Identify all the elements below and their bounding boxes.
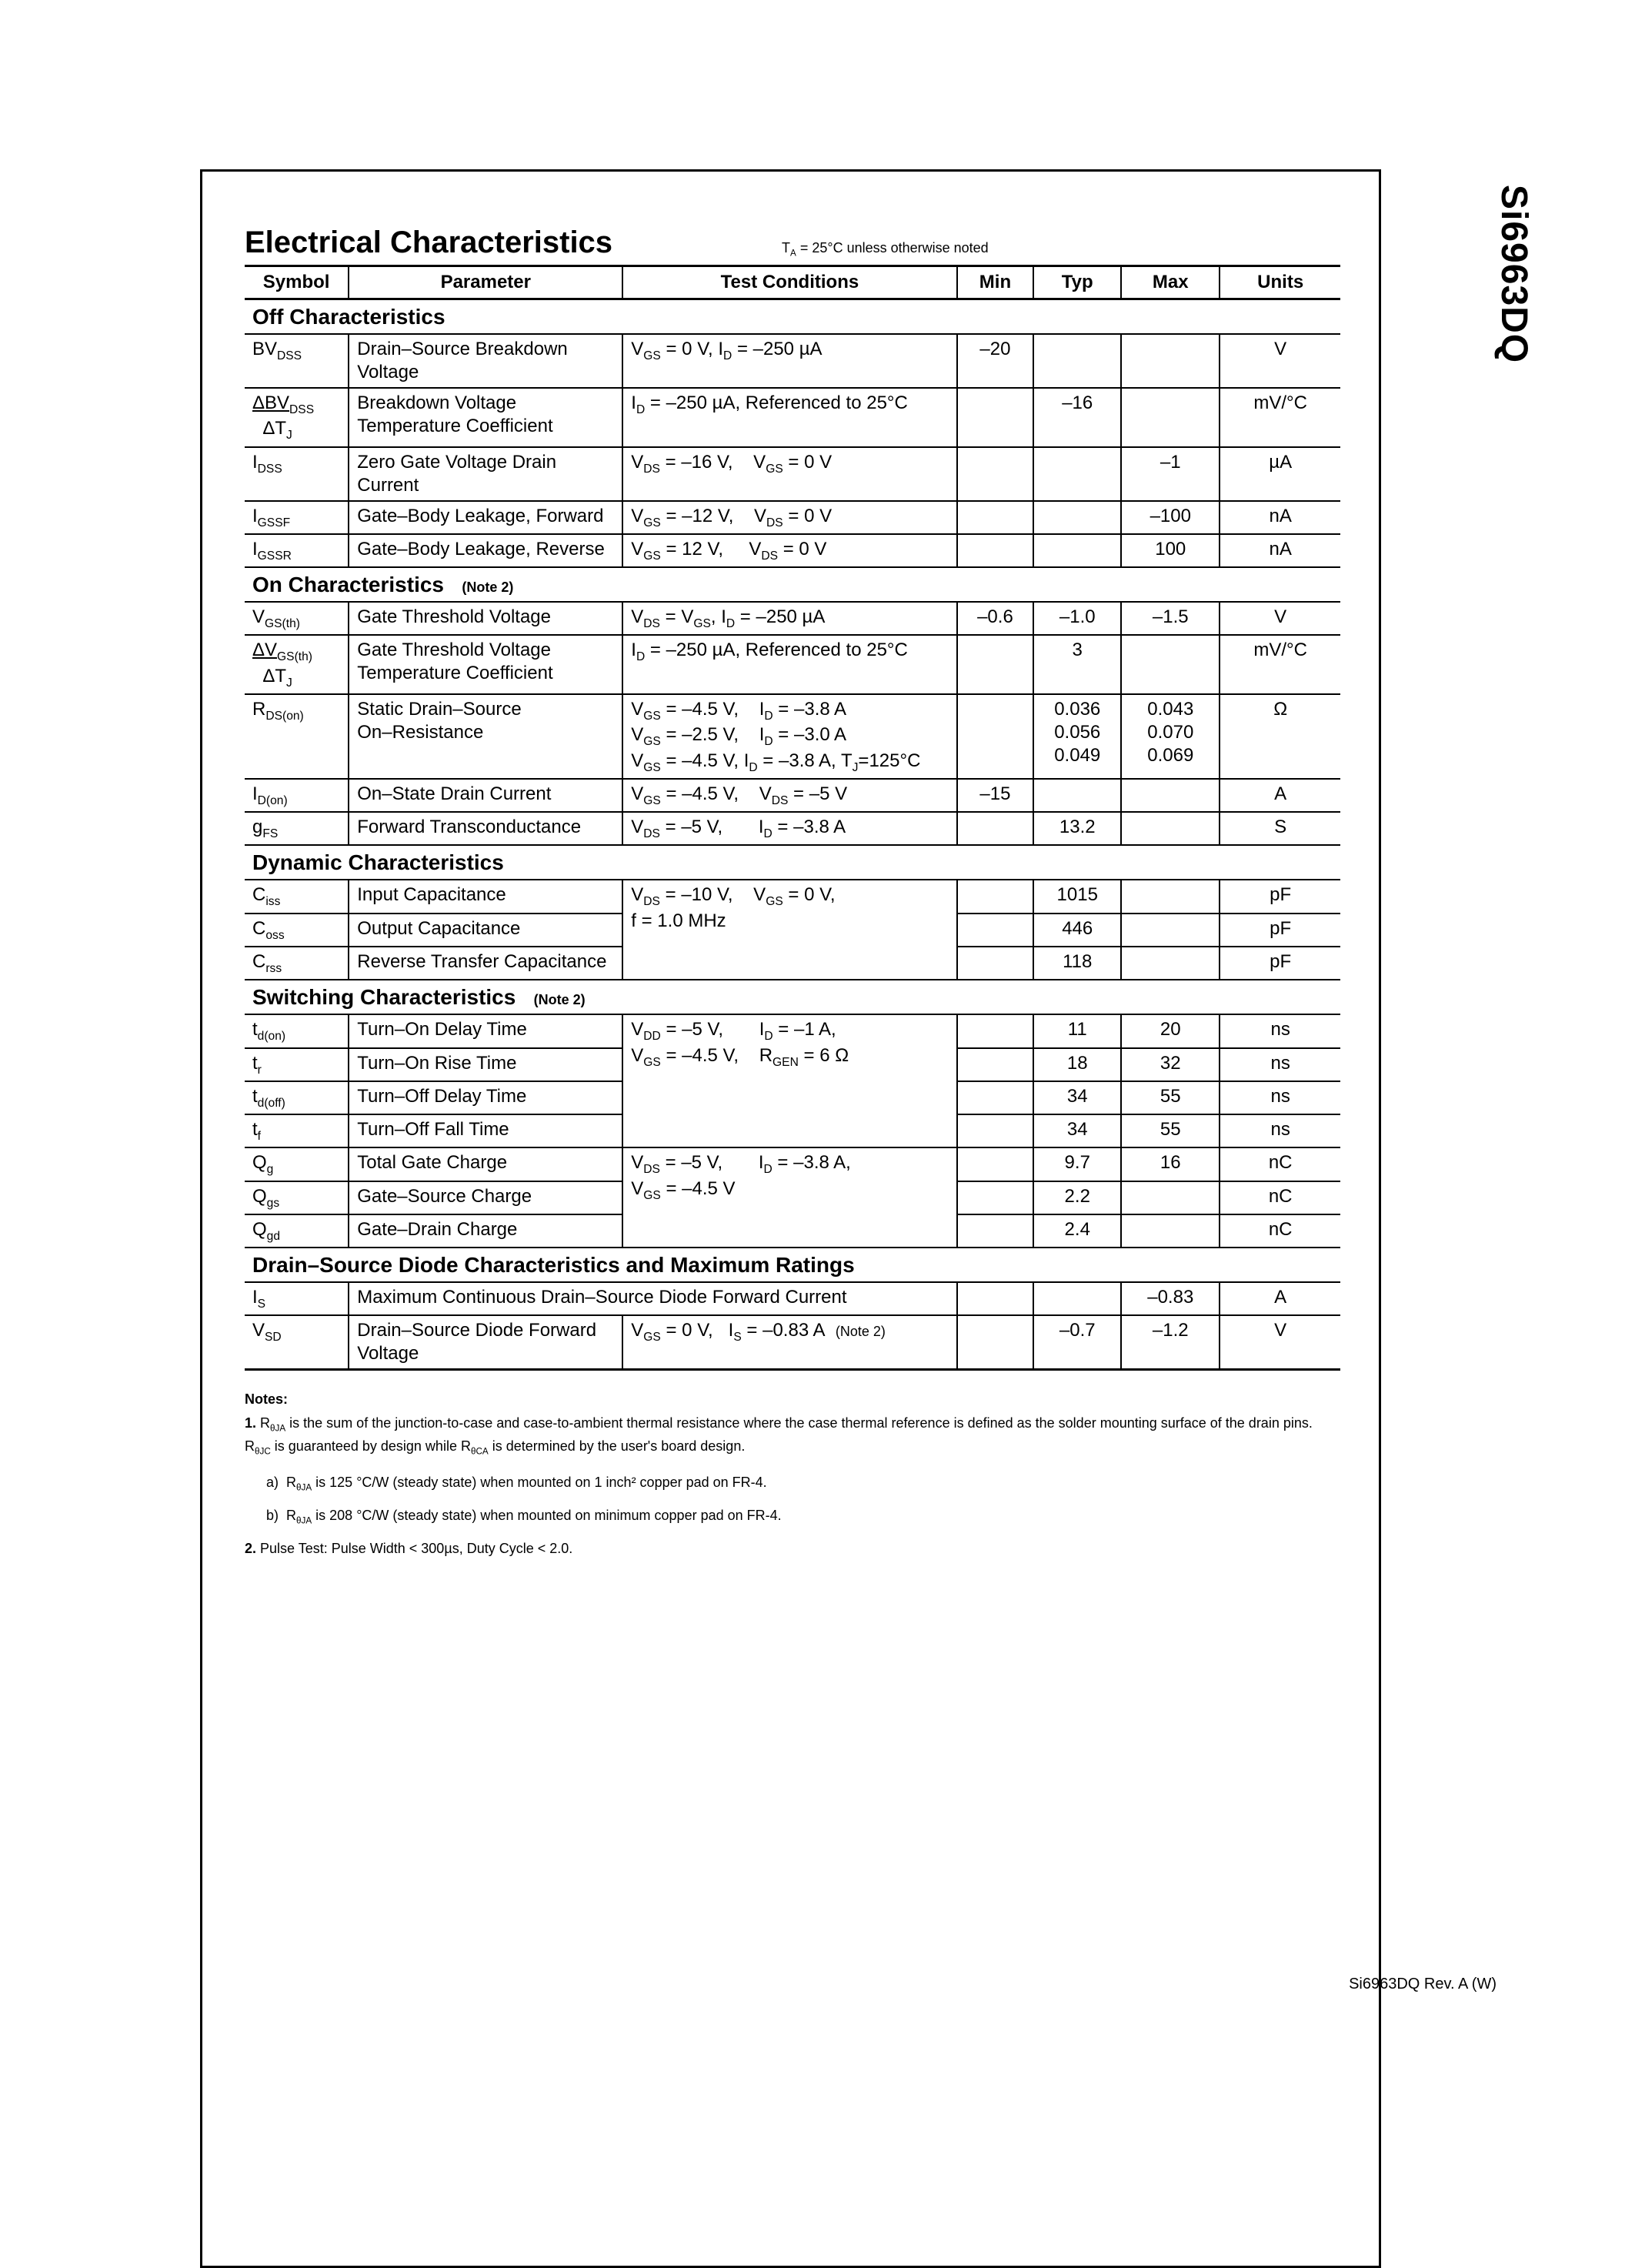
table-row: RDS(on)Static Drain–SourceOn–ResistanceV… — [245, 694, 1340, 779]
note-item: 1. RθJA is the sum of the junction-to-ca… — [245, 1413, 1340, 1458]
table-header-row: Symbol Parameter Test Conditions Min Typ… — [245, 266, 1340, 299]
col-conditions: Test Conditions — [622, 266, 956, 299]
part-number-vertical: Si6963DQ — [1493, 185, 1535, 363]
page-title: Electrical Characteristics — [245, 225, 612, 260]
col-symbol: Symbol — [245, 266, 349, 299]
col-min: Min — [957, 266, 1034, 299]
note-item: 2. Pulse Test: Pulse Width < 300µs, Duty… — [245, 1538, 1340, 1559]
col-units: Units — [1220, 266, 1340, 299]
notes-title: Notes: — [245, 1389, 1340, 1410]
content-frame: Electrical Characteristics TA = 25°C unl… — [200, 169, 1381, 2268]
table-row: gFSForward TransconductanceVDS = –5 V, I… — [245, 812, 1340, 845]
table-row: ΔVGS(th) ΔTJGate Threshold Voltage Tempe… — [245, 635, 1340, 694]
table-row: ISMaximum Continuous Drain–Source Diode … — [245, 1282, 1340, 1315]
section-header-row: Dynamic Characteristics — [245, 845, 1340, 880]
section-header-row: Drain–Source Diode Characteristics and M… — [245, 1248, 1340, 1282]
section-header-row: On Characteristics (Note 2) — [245, 567, 1340, 602]
table-row: QgTotal Gate ChargeVDS = –5 V, ID = –3.8… — [245, 1147, 1340, 1181]
col-parameter: Parameter — [349, 266, 622, 299]
table-row: IDSSZero Gate Voltage Drain CurrentVDS =… — [245, 447, 1340, 501]
table-row: CissInput CapacitanceVDS = –10 V, VGS = … — [245, 880, 1340, 913]
title-condition-note: TA = 25°C unless otherwise noted — [782, 240, 989, 259]
col-max: Max — [1121, 266, 1220, 299]
table-row: VSDDrain–Source Diode Forward VoltageVGS… — [245, 1315, 1340, 1370]
notes-block: Notes: 1. RθJA is the sum of the junctio… — [245, 1389, 1340, 1559]
table-row: BVDSSDrain–Source Breakdown VoltageVGS =… — [245, 334, 1340, 388]
note-item: b) RθJA is 208 °C/W (steady state) when … — [266, 1505, 1340, 1528]
col-typ: Typ — [1033, 266, 1121, 299]
note-item: a) RθJA is 125 °C/W (steady state) when … — [266, 1472, 1340, 1495]
table-row: td(on)Turn–On Delay TimeVDD = –5 V, ID =… — [245, 1014, 1340, 1047]
table-row: ID(on)On–State Drain CurrentVGS = –4.5 V… — [245, 779, 1340, 812]
page-footer: Si6963DQ Rev. A (W) — [1349, 1976, 1497, 1993]
datasheet-page: Si6963DQ Electrical Characteristics TA =… — [0, 0, 1635, 2116]
table-row: ΔBVDSS ΔTJBreakdown Voltage Temperature … — [245, 388, 1340, 447]
section-header-row: Off Characteristics — [245, 299, 1340, 335]
table-row: IGSSFGate–Body Leakage, ForwardVGS = –12… — [245, 501, 1340, 534]
section-header-row: Switching Characteristics (Note 2) — [245, 980, 1340, 1014]
table-row: VGS(th)Gate Threshold VoltageVDS = VGS, … — [245, 602, 1340, 635]
electrical-characteristics-table: Symbol Parameter Test Conditions Min Typ… — [245, 265, 1340, 1371]
table-row: IGSSRGate–Body Leakage, ReverseVGS = 12 … — [245, 534, 1340, 567]
